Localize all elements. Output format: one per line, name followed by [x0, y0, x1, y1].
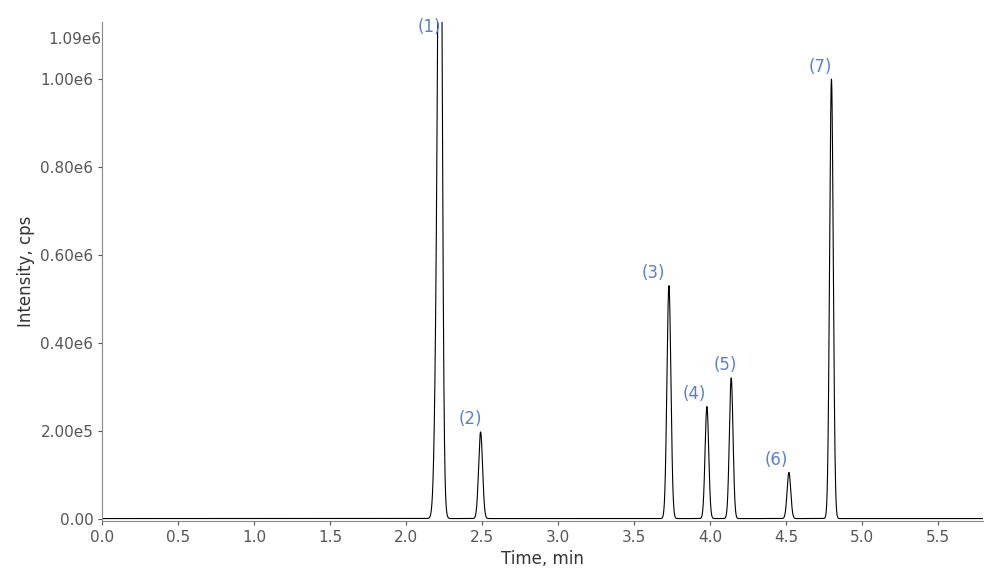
- Text: (3): (3): [642, 264, 665, 282]
- Text: (4): (4): [683, 385, 706, 403]
- Text: (2): (2): [458, 411, 482, 428]
- Text: (6): (6): [765, 451, 788, 469]
- X-axis label: Time, min: Time, min: [501, 550, 584, 569]
- Text: (7): (7): [809, 57, 832, 75]
- Y-axis label: Intensity, cps: Intensity, cps: [17, 216, 35, 327]
- Text: 1.09e6: 1.09e6: [48, 32, 101, 47]
- Text: (1): (1): [418, 18, 441, 36]
- Text: (5): (5): [713, 356, 737, 374]
